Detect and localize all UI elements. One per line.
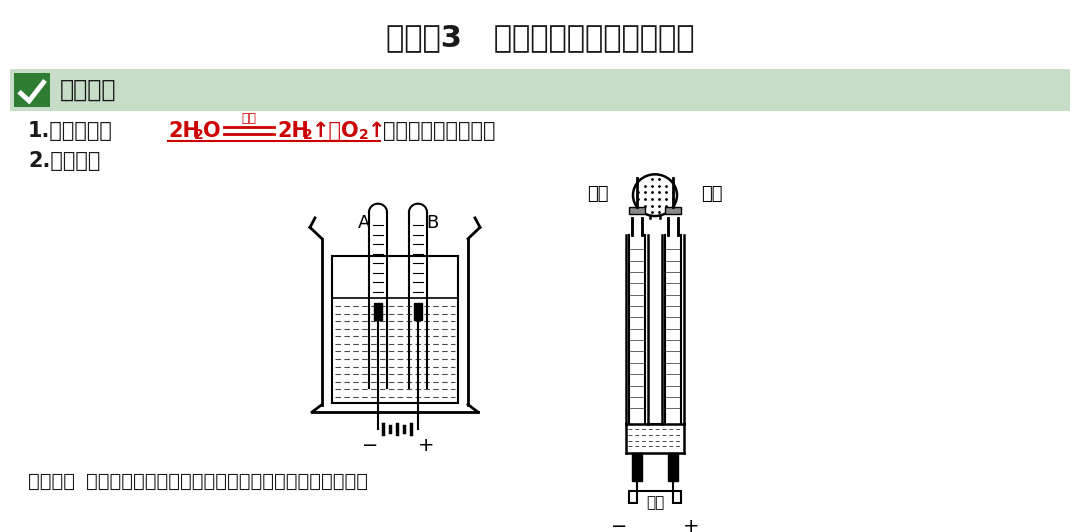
Bar [374,303,382,320]
Bar [10,69,1070,111]
Text: B: B [426,214,438,231]
Text: −: − [362,436,378,455]
Bar [629,491,681,516]
Text: 通电: 通电 [242,112,257,125]
Text: 电源: 电源 [646,496,664,511]
Bar [669,453,678,481]
Text: 2H: 2H [276,121,309,141]
Bar [629,206,645,214]
Text: 命题点3   水的组成（电解水实验）: 命题点3 水的组成（电解水实验） [386,23,694,52]
Text: 知识梳理: 知识梳理 [60,78,117,102]
Text: （写化学方程式）。: （写化学方程式）。 [383,121,496,141]
Text: A: A [357,214,370,231]
Text: 1.反应原理：: 1.反应原理： [28,121,113,141]
Text: ↑: ↑ [368,121,386,141]
Text: O: O [203,121,220,141]
Text: ↑＋O: ↑＋O [312,121,360,141]
Text: 2: 2 [303,129,313,143]
Bar [14,73,50,107]
Bar [665,206,681,214]
Text: 2H: 2H [168,121,200,141]
Text: 2.实验装置: 2.实验装置 [28,151,100,171]
Text: +: + [683,517,699,532]
Text: 2: 2 [194,129,204,143]
Text: +: + [418,436,434,455]
Bar [632,453,642,481]
Bar [414,303,422,320]
Text: 2: 2 [359,129,368,143]
Text: 活塞: 活塞 [588,185,609,203]
Text: 活塞: 活塞 [701,185,723,203]
Text: 【注意】: 【注意】 [28,472,75,491]
Text: 水中可加入少量硫酸钠或氢氧化钠以增强水的导电性。: 水中可加入少量硫酸钠或氢氧化钠以增强水的导电性。 [86,472,368,491]
Circle shape [633,174,677,216]
Text: −: − [611,517,627,532]
